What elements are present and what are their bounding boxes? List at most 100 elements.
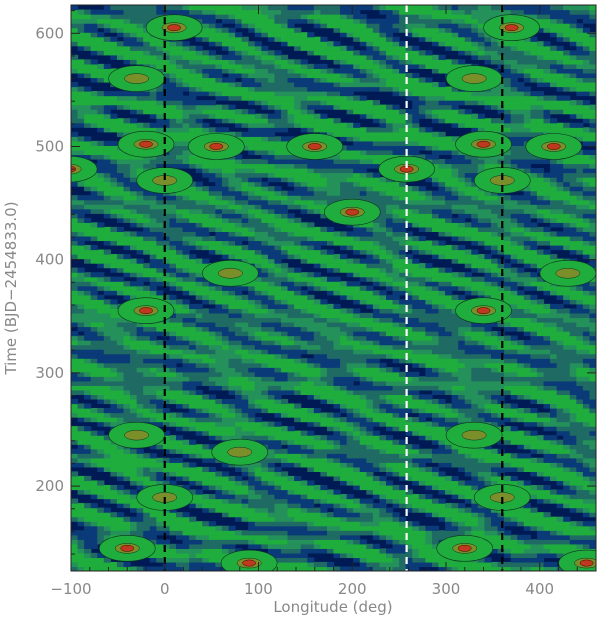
- contour-cell: [366, 453, 374, 459]
- contour-cell: [281, 403, 289, 409]
- contour-cell: [248, 317, 256, 323]
- contour-cell: [425, 276, 433, 282]
- contour-cell: [169, 303, 177, 309]
- contour-cell: [208, 480, 216, 486]
- contour-cell: [254, 358, 262, 364]
- contour-cell: [326, 326, 335, 332]
- contour-cell: [418, 353, 426, 359]
- contour-cell: [438, 340, 446, 346]
- contour-cell: [392, 254, 400, 260]
- contour-cell: [569, 471, 577, 477]
- contour-cell: [346, 480, 354, 486]
- contour-cell: [182, 331, 190, 337]
- contour-cell: [254, 398, 262, 405]
- contour-cell: [162, 267, 171, 273]
- contour-cell: [235, 498, 243, 504]
- contour-cell: [372, 417, 381, 423]
- contour-cell: [313, 303, 321, 309]
- contour-cell: [169, 557, 177, 563]
- contour-cell: [228, 475, 236, 482]
- contour-cell: [536, 340, 545, 346]
- contour-cell: [386, 530, 394, 536]
- contour-cell: [405, 376, 413, 382]
- contour-cell: [353, 534, 361, 540]
- contour-cell: [412, 389, 420, 396]
- contour-cell: [97, 349, 105, 355]
- contour-cell: [90, 539, 98, 545]
- contour-cell: [399, 299, 407, 305]
- contour-cell: [84, 308, 92, 314]
- contour-cell: [281, 317, 289, 323]
- contour-cell: [294, 462, 302, 468]
- contour-cell: [372, 321, 381, 328]
- contour-cell: [208, 566, 216, 571]
- contour-cell: [412, 543, 420, 549]
- contour-cell: [438, 285, 446, 291]
- contour-cell: [248, 475, 256, 482]
- contour-cell: [451, 344, 459, 350]
- contour-cell: [143, 321, 151, 328]
- contour-cell: [300, 326, 308, 332]
- contour-cell: [582, 439, 591, 445]
- contour-cell: [530, 566, 538, 571]
- contour-cell: [510, 521, 518, 527]
- contour-cell: [77, 362, 85, 368]
- contour-cell: [445, 439, 453, 445]
- contour-cell: [510, 507, 518, 513]
- contour-cell: [156, 412, 164, 418]
- contour-cell: [582, 494, 591, 500]
- contour-cell: [294, 548, 302, 554]
- contour-cell: [550, 453, 558, 459]
- contour-cell: [326, 380, 335, 386]
- contour-cell: [208, 530, 216, 536]
- contour-cell: [221, 494, 230, 500]
- contour-cell: [287, 340, 295, 346]
- contour-cell: [254, 430, 262, 436]
- contour-cell: [510, 466, 518, 472]
- contour-cell: [254, 299, 262, 305]
- contour-cell: [116, 267, 125, 273]
- contour-cell: [445, 303, 453, 309]
- contour-cell: [287, 367, 295, 373]
- contour-cell: [110, 521, 118, 527]
- contour-cell: [333, 426, 341, 432]
- contour-cell: [136, 398, 144, 405]
- contour-cell: [261, 321, 269, 328]
- contour-cell: [399, 385, 407, 391]
- contour-cell: [392, 331, 400, 337]
- contour-cell: [254, 380, 262, 386]
- contour-cell: [517, 507, 525, 513]
- contour-cell: [589, 503, 596, 509]
- contour-cell: [221, 254, 230, 260]
- contour-cell: [405, 539, 413, 545]
- contour-cell: [162, 471, 171, 477]
- contour-cell: [543, 358, 551, 364]
- contour-cell: [208, 471, 216, 477]
- contour-cell: [261, 512, 269, 518]
- contour-cell: [405, 285, 413, 291]
- contour-cell: [359, 507, 367, 513]
- contour-cell: [71, 426, 79, 432]
- contour-cell: [569, 362, 577, 368]
- contour-cell: [97, 566, 105, 571]
- contour-cell: [123, 453, 131, 459]
- contour-cell: [182, 249, 190, 255]
- contour-cell: [195, 398, 203, 405]
- contour-cell: [241, 435, 249, 441]
- contour-cell: [464, 272, 472, 278]
- contour-cell: [550, 321, 558, 328]
- contour-cell: [477, 376, 486, 382]
- contour-cell: [392, 335, 400, 341]
- contour-cell: [392, 561, 400, 568]
- contour-cell: [399, 516, 407, 522]
- contour-cell: [162, 407, 171, 414]
- contour-cell: [372, 484, 381, 491]
- contour-cell: [208, 367, 216, 373]
- contour-cell: [307, 281, 315, 287]
- contour-cell: [326, 534, 335, 540]
- contour-cell: [267, 457, 276, 463]
- contour-cell: [517, 389, 525, 396]
- contour-cell: [235, 335, 243, 341]
- contour-cell: [569, 548, 577, 554]
- contour-cell: [307, 525, 315, 531]
